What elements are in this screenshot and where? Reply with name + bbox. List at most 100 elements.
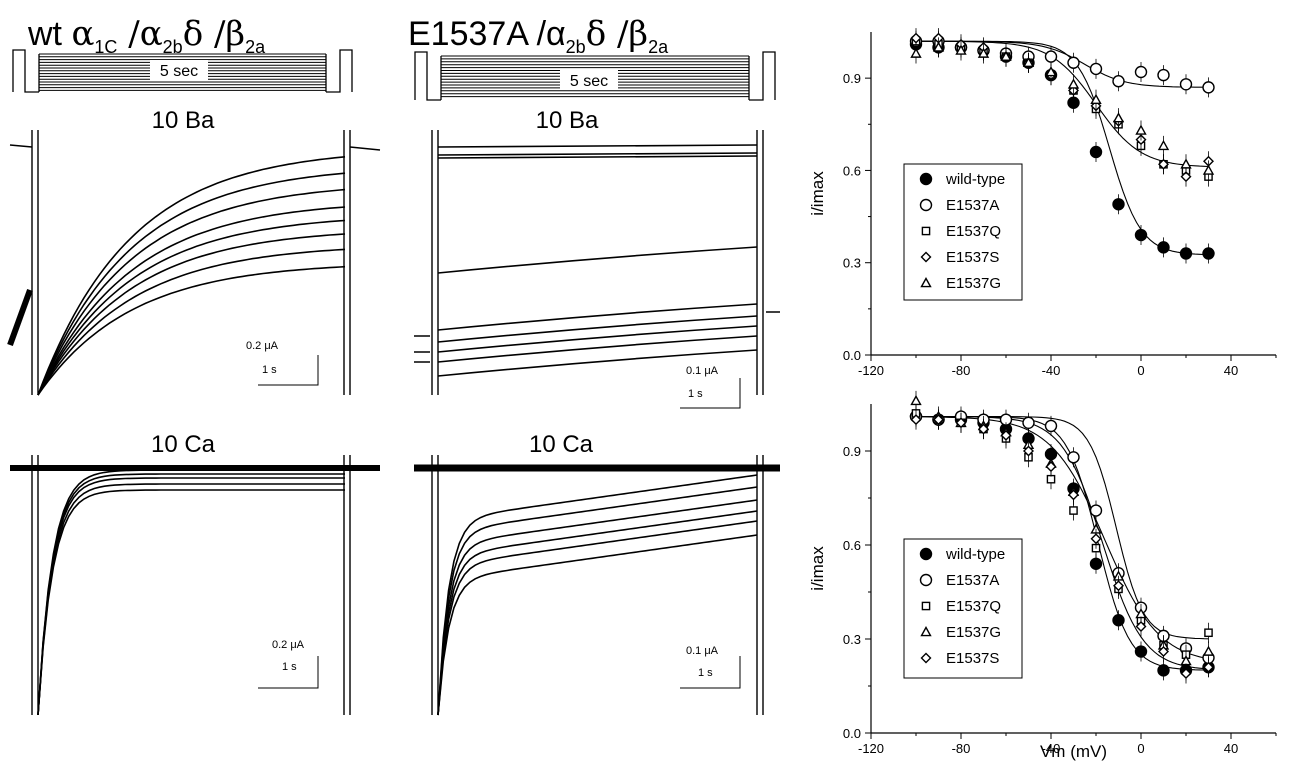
data-point-e1537s <box>1023 445 1034 457</box>
data-point-wild-type <box>1134 645 1148 658</box>
current-trace <box>437 155 758 159</box>
current-trace <box>37 469 345 716</box>
data-point-e1537g <box>1067 78 1080 89</box>
current-traces-ba-wt <box>7 130 381 396</box>
legend-label: E1537Q <box>946 223 1001 240</box>
current-trace <box>437 510 758 716</box>
data-point-e1537a <box>1157 68 1170 82</box>
current-trace <box>437 474 758 716</box>
data-point-wild-type <box>1089 557 1103 570</box>
x-tick-label: 40 <box>1224 363 1238 378</box>
legend-marker-e1537a <box>919 198 933 212</box>
data-point-e1537q <box>1069 506 1078 515</box>
x-tick-label: -80 <box>952 741 971 756</box>
svg-text:1 s: 1 s <box>282 661 297 673</box>
y-tick-label: 0.0 <box>843 348 861 363</box>
data-point-e1537s <box>978 423 989 435</box>
current-trace <box>437 303 758 331</box>
data-point-e1537g <box>1090 93 1102 104</box>
current-traces-ca-e1537a <box>414 455 780 716</box>
svg-text:0.1 μA: 0.1 μA <box>686 365 719 377</box>
current-trace <box>37 477 345 716</box>
data-point-e1537s <box>1158 646 1169 658</box>
y-tick-label: 0.0 <box>843 726 861 741</box>
legend-marker-e1537s <box>920 652 932 664</box>
x-tick-label: -80 <box>952 363 971 378</box>
current-trace <box>37 156 346 396</box>
data-point-e1537q <box>1046 474 1056 484</box>
x-tick-label: 0 <box>1137 363 1144 378</box>
current-trace <box>437 152 758 156</box>
data-point-wild-type <box>1202 247 1215 260</box>
x-tick-label: -120 <box>858 741 884 756</box>
current-trace <box>437 499 758 716</box>
y-tick-label: 0.3 <box>843 632 861 647</box>
y-tick-label: 0.6 <box>843 163 861 178</box>
scale-bar-ca-e1537a: 0.1 μA 1 s <box>680 645 741 689</box>
scale-bar-ca-wt: 0.2 μA 1 s <box>258 639 319 689</box>
data-point-e1537g <box>1022 56 1035 68</box>
y-tick-label: 0.9 <box>843 71 861 86</box>
data-point-e1537s <box>1045 461 1057 473</box>
current-trace <box>37 473 345 716</box>
data-point-e1537g <box>955 44 967 55</box>
current-trace <box>37 483 345 716</box>
legend-marker-e1537g <box>920 277 932 288</box>
label-10ba-e1537a: 10 Ba <box>536 107 599 134</box>
legend-label: E1537A <box>946 572 999 589</box>
data-point-e1537g <box>910 47 922 58</box>
data-point-e1537s <box>1000 429 1012 441</box>
legend-marker-e1537g <box>920 626 932 637</box>
data-point-e1537g <box>1157 139 1170 151</box>
data-point-e1537a <box>1067 56 1080 69</box>
data-point-e1537g <box>1202 645 1215 656</box>
legend-marker-e1537a <box>919 573 933 587</box>
y-tick-label: 0.6 <box>843 538 861 553</box>
data-point-e1537s <box>1180 171 1192 183</box>
legend-label: E1537G <box>946 624 1001 641</box>
svg-text:0.2 μA: 0.2 μA <box>272 639 305 651</box>
svg-text:1 s: 1 s <box>688 388 703 400</box>
data-point-wild-type <box>1179 247 1193 260</box>
protocol-prepulse <box>12 49 39 93</box>
svg-text:0.2 μA: 0.2 μA <box>246 340 279 352</box>
svg-text:1 s: 1 s <box>698 667 713 679</box>
data-point-e1537g <box>910 394 922 406</box>
current-trace <box>437 486 758 716</box>
legend-label: E1537S <box>946 650 999 667</box>
current-trace <box>437 315 758 343</box>
x-tick-label: 40 <box>1224 741 1238 756</box>
title-e1537a: E1537A /α2bδ /β2a <box>408 14 669 57</box>
data-point-e1537a <box>1044 419 1058 433</box>
label-10ba-wt: 10 Ba <box>152 107 215 134</box>
tail-current <box>7 288 33 347</box>
data-point-e1537s <box>1158 158 1169 170</box>
data-point-wild-type <box>1112 198 1125 211</box>
y-axis-label: i/imax <box>808 171 827 216</box>
data-point-e1537s <box>955 417 967 429</box>
x-tick-label: 0 <box>1137 741 1144 756</box>
data-point-e1537s <box>1203 661 1214 673</box>
legend-label: wild-type <box>945 546 1005 563</box>
scale-bar-ba-e1537a: 0.1 μA 1 s <box>680 365 741 409</box>
data-point-e1537g <box>932 41 945 52</box>
data-point-wild-type <box>1112 614 1125 627</box>
legend-marker-e1537q <box>921 601 931 611</box>
data-point-e1537g <box>1135 124 1147 135</box>
data-point-wild-type <box>1134 228 1148 242</box>
svg-text:1 s: 1 s <box>262 364 277 376</box>
legend-label: wild-type <box>945 171 1005 188</box>
data-point-e1537q <box>1204 628 1213 638</box>
data-point-e1537a <box>1179 78 1193 91</box>
data-point-e1537a <box>1022 416 1035 429</box>
protocol-duration-e1537a: 5 sec <box>570 73 608 90</box>
data-point-e1537a <box>1089 504 1103 517</box>
current-trace <box>437 325 758 353</box>
data-point-e1537s <box>1180 667 1192 679</box>
data-point-e1537g <box>1180 158 1192 169</box>
baseline <box>414 311 780 363</box>
data-point-e1537s <box>1068 489 1079 501</box>
protocol-prepulse <box>414 51 441 101</box>
data-point-e1537a <box>1044 50 1058 63</box>
